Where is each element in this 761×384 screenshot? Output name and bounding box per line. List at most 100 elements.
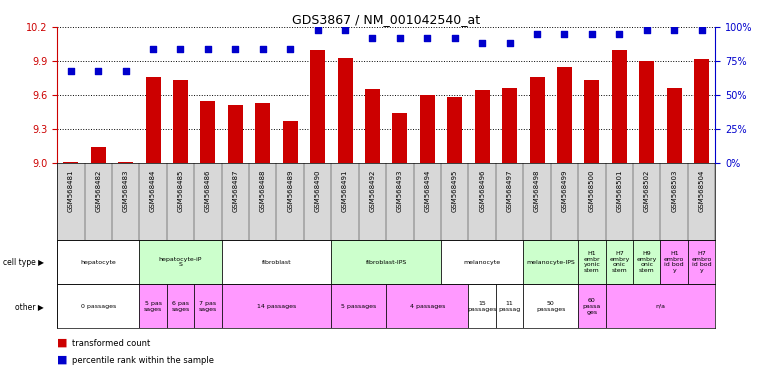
Text: GSM568503: GSM568503 — [671, 169, 677, 212]
Bar — [365, 89, 380, 163]
Point — [229, 46, 241, 52]
Bar — [606, 240, 633, 284]
Text: H9
embry
onic
stem: H9 embry onic stem — [637, 251, 657, 273]
Text: 11
passag: 11 passag — [498, 301, 521, 312]
Bar — [255, 103, 270, 163]
Text: H7
embro
id bod
y: H7 embro id bod y — [692, 251, 712, 273]
Text: GSM568493: GSM568493 — [397, 169, 403, 212]
Point — [586, 31, 598, 37]
Bar — [221, 240, 331, 284]
Bar — [524, 240, 578, 284]
Text: GSM568490: GSM568490 — [314, 169, 320, 212]
Bar — [633, 240, 661, 284]
Point — [119, 68, 132, 74]
Text: GSM568491: GSM568491 — [342, 169, 348, 212]
Text: fibroblast-IPS: fibroblast-IPS — [365, 260, 407, 265]
Text: 4 passages: 4 passages — [409, 304, 445, 309]
Text: 6 pas
sages: 6 pas sages — [171, 301, 189, 312]
Point — [92, 68, 104, 74]
Text: other ▶: other ▶ — [15, 302, 44, 311]
Text: hepatocyte-iP
S: hepatocyte-iP S — [159, 257, 202, 268]
Text: H9
embro
id bod
y: H9 embro id bod y — [719, 251, 739, 273]
Point — [504, 40, 516, 46]
Text: 7 pas
sages: 7 pas sages — [199, 301, 217, 312]
Bar — [173, 80, 188, 163]
Bar — [228, 105, 243, 163]
Text: GSM568494: GSM568494 — [425, 169, 431, 212]
Text: percentile rank within the sample: percentile rank within the sample — [72, 356, 215, 365]
Bar — [469, 284, 496, 328]
Bar — [530, 77, 545, 163]
Text: GSM568487: GSM568487 — [232, 169, 238, 212]
Bar — [661, 240, 688, 284]
Bar — [688, 240, 715, 284]
Text: GSM568486: GSM568486 — [205, 169, 211, 212]
Text: 5 pas
sages: 5 pas sages — [144, 301, 162, 312]
Bar — [606, 284, 715, 328]
Bar — [331, 240, 441, 284]
Bar — [420, 95, 435, 163]
Text: 14 passages: 14 passages — [257, 304, 296, 309]
Text: hepatocyte: hepatocyte — [81, 260, 116, 265]
Point — [668, 26, 680, 33]
Point — [202, 46, 214, 52]
Point — [284, 46, 296, 52]
Bar — [200, 101, 215, 163]
Text: melanocyte-IPS: melanocyte-IPS — [527, 260, 575, 265]
Text: n/a: n/a — [655, 304, 665, 309]
Bar — [282, 121, 298, 163]
Point — [531, 31, 543, 37]
Text: ■: ■ — [57, 355, 68, 365]
Bar — [584, 80, 600, 163]
Bar — [578, 284, 606, 328]
Point — [476, 40, 489, 46]
Bar — [63, 162, 78, 163]
Bar — [57, 240, 139, 284]
Bar — [118, 162, 133, 163]
Text: GSM568481: GSM568481 — [68, 169, 74, 212]
Text: H1
embr
yonic
stem: H1 embr yonic stem — [584, 251, 600, 273]
Text: GSM568497: GSM568497 — [507, 169, 513, 212]
Bar — [167, 284, 194, 328]
Point — [696, 26, 708, 33]
Text: 15
passages: 15 passages — [467, 301, 497, 312]
Title: GDS3867 / NM_001042540_at: GDS3867 / NM_001042540_at — [292, 13, 480, 26]
Bar — [310, 50, 325, 163]
Point — [559, 31, 571, 37]
Bar — [441, 240, 524, 284]
Bar — [221, 284, 331, 328]
Text: transformed count: transformed count — [72, 339, 151, 348]
Bar — [57, 284, 139, 328]
Point — [449, 35, 461, 41]
Text: 5 passages: 5 passages — [341, 304, 377, 309]
Point — [613, 31, 626, 37]
Point — [366, 35, 378, 41]
Bar — [139, 240, 221, 284]
Bar — [715, 240, 743, 284]
Text: GSM568498: GSM568498 — [534, 169, 540, 212]
Bar — [194, 284, 221, 328]
Point — [641, 26, 653, 33]
Point — [174, 46, 186, 52]
Text: GSM568496: GSM568496 — [479, 169, 486, 212]
Text: 60
passa
ges: 60 passa ges — [583, 298, 601, 314]
Text: H1
embro
id bod
y: H1 embro id bod y — [664, 251, 684, 273]
Bar — [612, 50, 627, 163]
Text: ■: ■ — [57, 338, 68, 348]
Text: GSM568488: GSM568488 — [260, 169, 266, 212]
Point — [65, 68, 77, 74]
Text: fibroblast: fibroblast — [262, 260, 291, 265]
Text: GSM568502: GSM568502 — [644, 169, 650, 212]
Point — [394, 35, 406, 41]
Bar — [639, 61, 654, 163]
Point — [147, 46, 159, 52]
Text: cell type ▶: cell type ▶ — [3, 258, 44, 266]
Text: GSM568492: GSM568492 — [370, 169, 375, 212]
Bar — [557, 67, 572, 163]
Point — [422, 35, 434, 41]
Bar — [578, 240, 606, 284]
Bar — [331, 284, 386, 328]
Bar — [502, 88, 517, 163]
Bar — [393, 113, 407, 163]
Text: melanocyte: melanocyte — [463, 260, 501, 265]
